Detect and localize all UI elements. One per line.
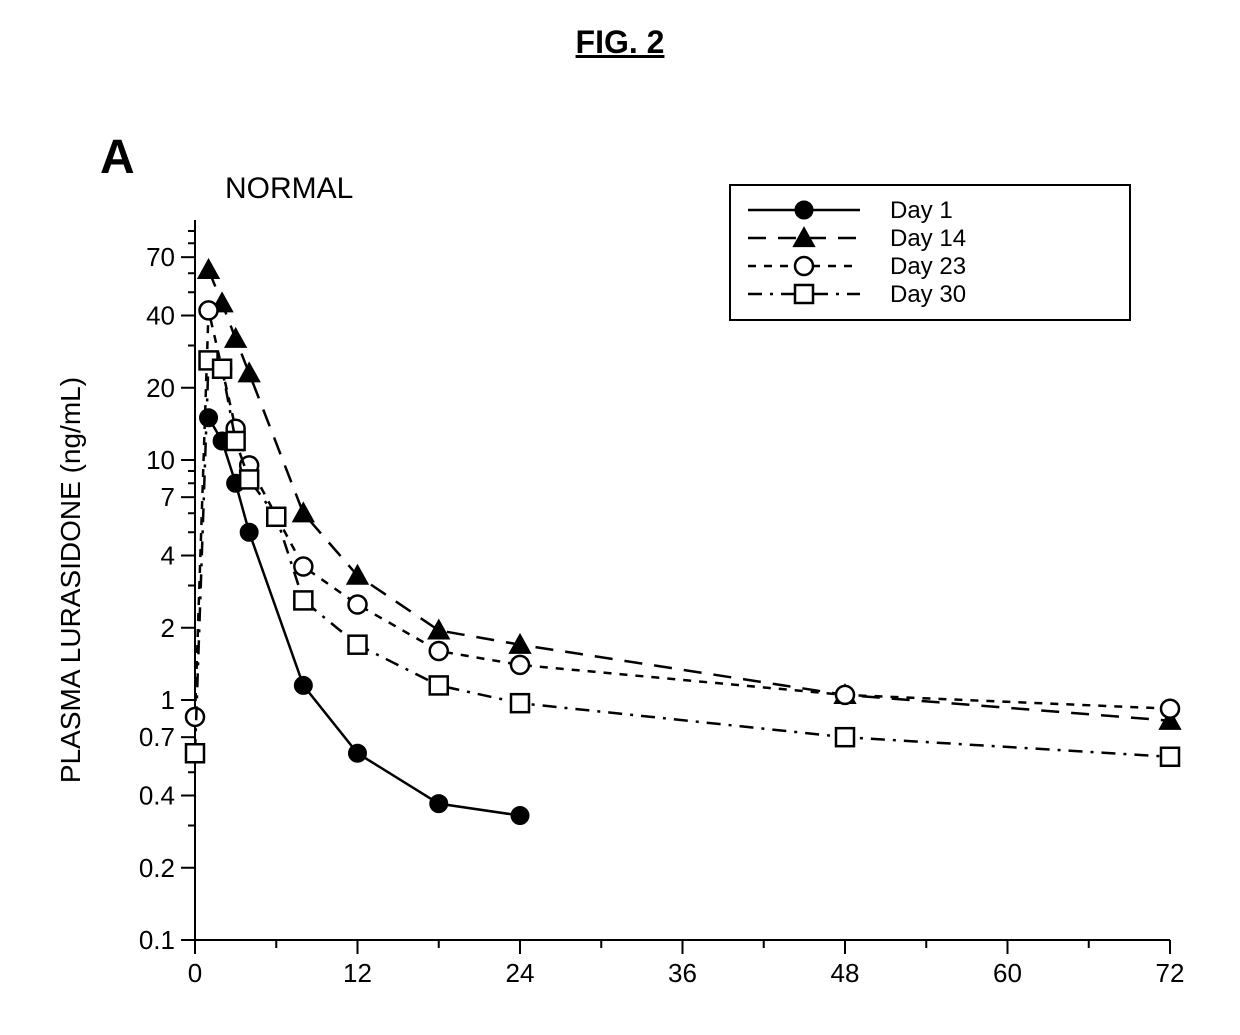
series-line [195,360,1170,756]
marker-circle-filled [240,523,258,541]
marker-square-open [1161,748,1179,766]
marker-triangle-filled [238,362,260,381]
marker-square-open [294,591,312,609]
marker-square-open [349,636,367,654]
y-tick-label: 40 [146,301,175,331]
y-tick-label: 0.1 [139,925,175,955]
y-tick-label: 1 [161,685,175,715]
x-tick-label: 12 [343,958,372,988]
marker-square-open [511,694,529,712]
y-tick-label: 70 [146,242,175,272]
legend-label: Day 14 [890,225,966,252]
marker-circle-open [795,257,813,275]
marker-circle-filled [294,676,312,694]
marker-circle-open [836,686,854,704]
y-axis-title: PLASMA LURASIDONE (ng/mL) [55,377,86,783]
y-tick-label: 2 [161,613,175,643]
marker-circle-open [200,301,218,319]
legend-label: Day 23 [890,253,966,280]
marker-circle-filled [430,795,448,813]
marker-square-open [267,508,285,526]
x-tick-label: 60 [993,958,1022,988]
marker-circle-open [430,642,448,660]
marker-circle-filled [349,744,367,762]
marker-circle-open [349,595,367,613]
legend-label: Day 30 [890,281,966,308]
marker-square-open [795,285,813,303]
y-tick-label: 10 [146,445,175,475]
marker-triangle-filled [198,259,220,278]
page-container: { "figure": { "title": "FIG. 2", "panel_… [0,0,1240,1035]
marker-square-open [213,360,231,378]
marker-square-open [186,744,204,762]
marker-circle-open [511,656,529,674]
marker-circle-open [294,557,312,575]
marker-triangle-filled [428,620,450,639]
marker-square-open [430,676,448,694]
x-tick-label: 0 [188,958,202,988]
chart-svg: 01224364860720.10.20.40.7124710204070PLA… [0,0,1240,1035]
marker-circle-open [1161,700,1179,718]
y-tick-label: 0.4 [139,781,175,811]
marker-square-open [836,728,854,746]
series-line [195,310,1170,717]
chart-subtitle: NORMAL [225,172,353,205]
x-tick-label: 72 [1156,958,1185,988]
x-tick-label: 48 [831,958,860,988]
y-tick-label: 4 [161,541,175,571]
x-tick-label: 24 [506,958,535,988]
marker-circle-filled [795,201,813,219]
x-tick-label: 36 [668,958,697,988]
marker-circle-filled [200,409,218,427]
y-tick-label: 20 [146,373,175,403]
marker-triangle-filled [293,502,315,521]
marker-square-open [240,470,258,488]
y-tick-label: 0.2 [139,853,175,883]
y-tick-label: 7 [161,482,175,512]
marker-square-open [227,432,245,450]
marker-circle-filled [511,807,529,825]
y-tick-label: 0.7 [139,722,175,752]
marker-triangle-filled [225,328,247,347]
legend-label: Day 1 [890,197,953,224]
marker-circle-open [186,708,204,726]
